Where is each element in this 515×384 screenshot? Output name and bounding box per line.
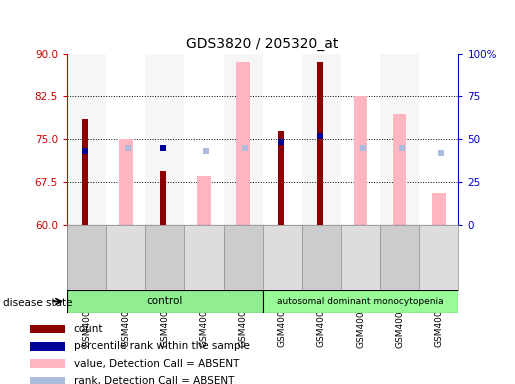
Bar [224, 54, 263, 225]
Text: value, Detection Call = ABSENT: value, Detection Call = ABSENT [74, 359, 239, 369]
Title: GDS3820 / 205320_at: GDS3820 / 205320_at [186, 37, 339, 51]
Bar [30, 377, 64, 384]
Bar [119, 139, 132, 225]
Bar [278, 131, 284, 225]
Bar [302, 225, 341, 290]
Bar [432, 193, 445, 225]
Bar [145, 54, 184, 225]
Bar [419, 225, 458, 290]
Bar [106, 54, 145, 225]
Bar [67, 225, 106, 290]
Bar [184, 225, 224, 290]
Text: control: control [147, 296, 183, 306]
Bar [67, 290, 263, 313]
Bar [354, 96, 367, 225]
Text: disease state: disease state [3, 298, 72, 308]
Bar [67, 54, 106, 225]
Bar [419, 54, 458, 225]
Bar [380, 225, 419, 290]
Text: rank, Detection Call = ABSENT: rank, Detection Call = ABSENT [74, 376, 234, 384]
Text: percentile rank within the sample: percentile rank within the sample [74, 341, 249, 351]
Text: count: count [74, 324, 103, 334]
Bar [184, 54, 224, 225]
Bar [317, 62, 323, 225]
Bar [30, 342, 64, 351]
Bar [341, 225, 380, 290]
Bar [341, 54, 380, 225]
Bar [160, 170, 166, 225]
Text: autosomal dominant monocytopenia: autosomal dominant monocytopenia [277, 297, 444, 306]
Bar [30, 359, 64, 368]
Bar [106, 225, 145, 290]
Bar [393, 114, 406, 225]
Bar [224, 225, 263, 290]
Bar [380, 54, 419, 225]
Bar [236, 62, 250, 225]
Bar [302, 54, 341, 225]
Bar [263, 225, 302, 290]
Bar [263, 290, 458, 313]
Bar [145, 225, 184, 290]
Bar [30, 324, 64, 333]
Bar [197, 176, 211, 225]
Bar [82, 119, 88, 225]
Bar [263, 54, 302, 225]
